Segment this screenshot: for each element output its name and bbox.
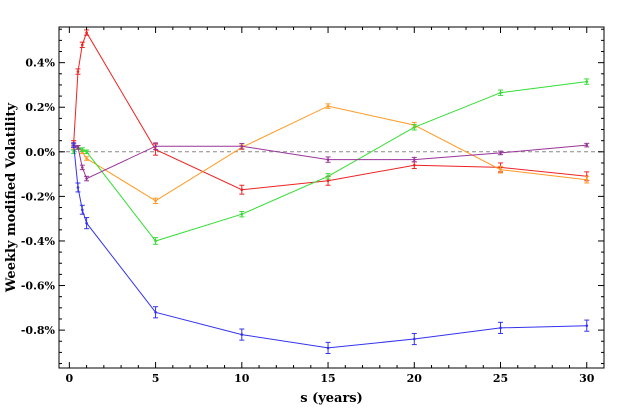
series-line <box>73 144 587 180</box>
series-line <box>73 145 587 349</box>
y-tick-label: -0.2% <box>21 190 56 203</box>
data-point <box>585 143 589 147</box>
data-point <box>585 80 589 83</box>
data-point <box>85 177 88 180</box>
data-point <box>85 150 88 154</box>
series-line <box>73 31 587 191</box>
data-point <box>80 166 84 169</box>
data-point <box>80 208 84 212</box>
x-tick-label: 15 <box>320 372 335 385</box>
x-tick-label: 5 <box>152 372 160 385</box>
y-axis-title: Weekly modified Volatility <box>4 102 19 293</box>
data-point <box>326 158 330 161</box>
data-point <box>240 144 244 148</box>
series-line <box>73 105 587 202</box>
series-1 <box>71 29 590 195</box>
x-tick-label: 10 <box>234 372 250 385</box>
y-tick-label: 0.0% <box>25 146 55 159</box>
plot-frame <box>58 26 605 369</box>
series-5 <box>71 142 590 355</box>
x-tick-label: 25 <box>493 372 508 385</box>
data-point <box>412 158 416 161</box>
data-point <box>240 212 244 216</box>
data-point <box>240 188 244 191</box>
data-point <box>154 144 157 148</box>
series-2 <box>71 103 590 205</box>
data-point <box>76 186 80 189</box>
data-point <box>499 168 502 171</box>
data-point <box>326 175 330 178</box>
x-tick-label: 0 <box>66 372 74 385</box>
x-tick-label: 30 <box>579 372 595 385</box>
data-point <box>76 146 80 149</box>
data-point <box>154 239 157 243</box>
series-line <box>73 81 587 242</box>
data-point <box>326 104 330 108</box>
data-point <box>154 310 157 314</box>
data-point <box>80 148 84 151</box>
data-point <box>499 91 502 95</box>
data-point <box>85 31 88 34</box>
data-point <box>499 151 502 155</box>
data-point <box>80 43 84 47</box>
y-tick-label: 0.4% <box>25 57 55 70</box>
y-tick-label: 0.2% <box>25 101 55 114</box>
data-point <box>499 326 502 330</box>
data-point <box>585 324 589 327</box>
data-point <box>154 199 157 203</box>
data-point <box>85 221 88 225</box>
x-tick-label: 20 <box>407 372 423 385</box>
data-point <box>412 125 416 129</box>
data-point <box>326 346 330 350</box>
data-point <box>76 70 80 73</box>
x-axis-title: s (years) <box>300 391 363 406</box>
y-tick-label: -0.4% <box>21 235 56 248</box>
data-point <box>85 157 88 160</box>
data-point <box>72 143 75 147</box>
data-point <box>585 178 589 181</box>
data-point <box>412 337 416 341</box>
y-tick-label: -0.8% <box>21 324 56 337</box>
data-point <box>240 333 244 336</box>
data-point <box>412 163 416 167</box>
data-point <box>326 179 330 183</box>
series-4 <box>71 142 590 182</box>
y-tick-label: -0.6% <box>21 280 56 293</box>
